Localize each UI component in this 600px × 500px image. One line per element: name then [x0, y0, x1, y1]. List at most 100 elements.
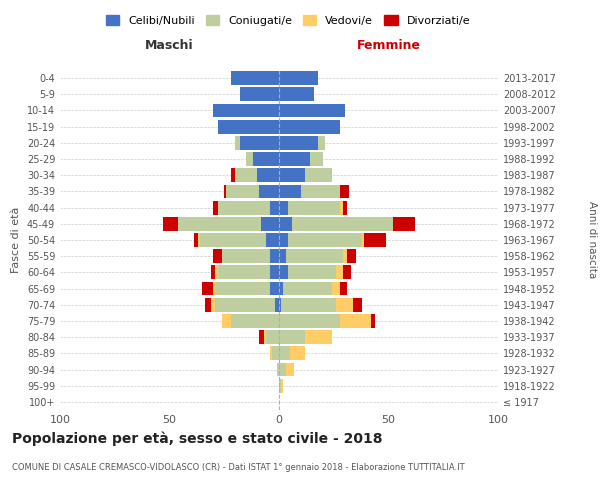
Bar — [215, 266, 218, 280]
Bar — [218, 120, 279, 134]
Bar — [353, 298, 362, 312]
Bar — [364, 233, 386, 247]
Bar — [279, 298, 281, 312]
Bar — [279, 120, 340, 134]
Bar — [362, 233, 364, 247]
Bar — [336, 298, 353, 312]
Bar — [226, 184, 259, 198]
Bar — [275, 298, 279, 312]
Bar — [288, 200, 340, 214]
Bar — [239, 136, 279, 149]
Bar — [343, 250, 347, 263]
Bar — [340, 282, 347, 296]
Bar — [259, 330, 263, 344]
Text: Popolazione per età, sesso e stato civile - 2018: Popolazione per età, sesso e stato civil… — [12, 431, 383, 446]
Bar — [235, 168, 257, 182]
Bar — [277, 362, 279, 376]
Text: COMUNE DI CASALE CREMASCO-VIDOLASCO (CR) - Dati ISTAT 1° gennaio 2018 - Elaboraz: COMUNE DI CASALE CREMASCO-VIDOLASCO (CR)… — [12, 463, 464, 472]
Bar — [266, 330, 279, 344]
Bar — [263, 330, 266, 344]
Bar — [279, 250, 286, 263]
Bar — [257, 168, 279, 182]
Bar — [279, 314, 340, 328]
Bar — [288, 233, 362, 247]
Bar — [262, 217, 279, 230]
Bar — [214, 250, 222, 263]
Bar — [292, 217, 393, 230]
Bar — [336, 266, 343, 280]
Bar — [340, 200, 343, 214]
Bar — [211, 298, 215, 312]
Bar — [224, 184, 226, 198]
Bar — [231, 168, 235, 182]
Bar — [178, 217, 262, 230]
Bar — [301, 184, 340, 198]
Bar — [310, 152, 323, 166]
Bar — [279, 330, 305, 344]
Bar — [283, 282, 332, 296]
Bar — [279, 104, 345, 118]
Bar — [279, 200, 288, 214]
Bar — [340, 314, 371, 328]
Bar — [270, 346, 272, 360]
Bar — [270, 282, 279, 296]
Bar — [279, 362, 286, 376]
Text: Femmine: Femmine — [356, 40, 421, 52]
Bar — [371, 314, 376, 328]
Bar — [393, 217, 415, 230]
Bar — [279, 282, 283, 296]
Bar — [211, 266, 215, 280]
Bar — [214, 200, 218, 214]
Bar — [200, 233, 266, 247]
Bar — [231, 71, 279, 85]
Bar — [215, 298, 275, 312]
Legend: Celibi/Nubili, Coniugati/e, Vedovi/e, Divorziati/e: Celibi/Nubili, Coniugati/e, Vedovi/e, Di… — [101, 10, 475, 30]
Bar — [343, 266, 351, 280]
Bar — [279, 88, 314, 101]
Bar — [215, 282, 270, 296]
Bar — [279, 266, 288, 280]
Bar — [290, 346, 305, 360]
Bar — [332, 282, 340, 296]
Bar — [286, 362, 295, 376]
Bar — [198, 233, 200, 247]
Bar — [340, 184, 349, 198]
Bar — [279, 168, 305, 182]
Bar — [279, 379, 281, 392]
Bar — [214, 104, 279, 118]
Bar — [281, 379, 283, 392]
Bar — [305, 330, 332, 344]
Bar — [279, 184, 301, 198]
Bar — [253, 152, 279, 166]
Text: Maschi: Maschi — [145, 40, 194, 52]
Y-axis label: Fasce di età: Fasce di età — [11, 207, 21, 273]
Bar — [270, 250, 279, 263]
Bar — [272, 346, 279, 360]
Bar — [239, 88, 279, 101]
Bar — [319, 136, 325, 149]
Bar — [214, 282, 215, 296]
Bar — [259, 184, 279, 198]
Bar — [231, 314, 279, 328]
Bar — [218, 200, 270, 214]
Bar — [343, 200, 347, 214]
Bar — [279, 152, 310, 166]
Bar — [266, 233, 279, 247]
Bar — [235, 136, 239, 149]
Bar — [279, 136, 319, 149]
Bar — [246, 152, 253, 166]
Bar — [347, 250, 356, 263]
Bar — [205, 298, 211, 312]
Bar — [270, 200, 279, 214]
Bar — [305, 168, 332, 182]
Bar — [218, 266, 270, 280]
Bar — [286, 250, 343, 263]
Bar — [281, 298, 336, 312]
Bar — [279, 346, 290, 360]
Bar — [279, 217, 292, 230]
Bar — [288, 266, 336, 280]
Bar — [279, 71, 319, 85]
Bar — [270, 266, 279, 280]
Bar — [279, 233, 288, 247]
Bar — [202, 282, 214, 296]
